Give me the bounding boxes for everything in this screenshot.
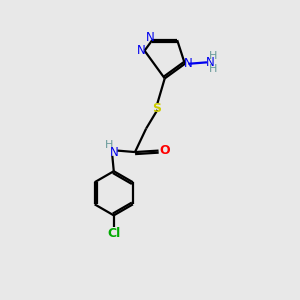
Text: Cl: Cl bbox=[107, 226, 120, 239]
Text: N: N bbox=[137, 44, 146, 57]
Text: N: N bbox=[110, 146, 118, 159]
Text: H: H bbox=[105, 140, 114, 150]
Text: H: H bbox=[209, 64, 217, 74]
Text: O: O bbox=[160, 144, 170, 157]
Text: S: S bbox=[152, 102, 161, 115]
Text: N: N bbox=[146, 31, 154, 44]
Text: N: N bbox=[206, 56, 215, 69]
Text: N: N bbox=[184, 57, 193, 70]
Text: H: H bbox=[209, 51, 217, 61]
